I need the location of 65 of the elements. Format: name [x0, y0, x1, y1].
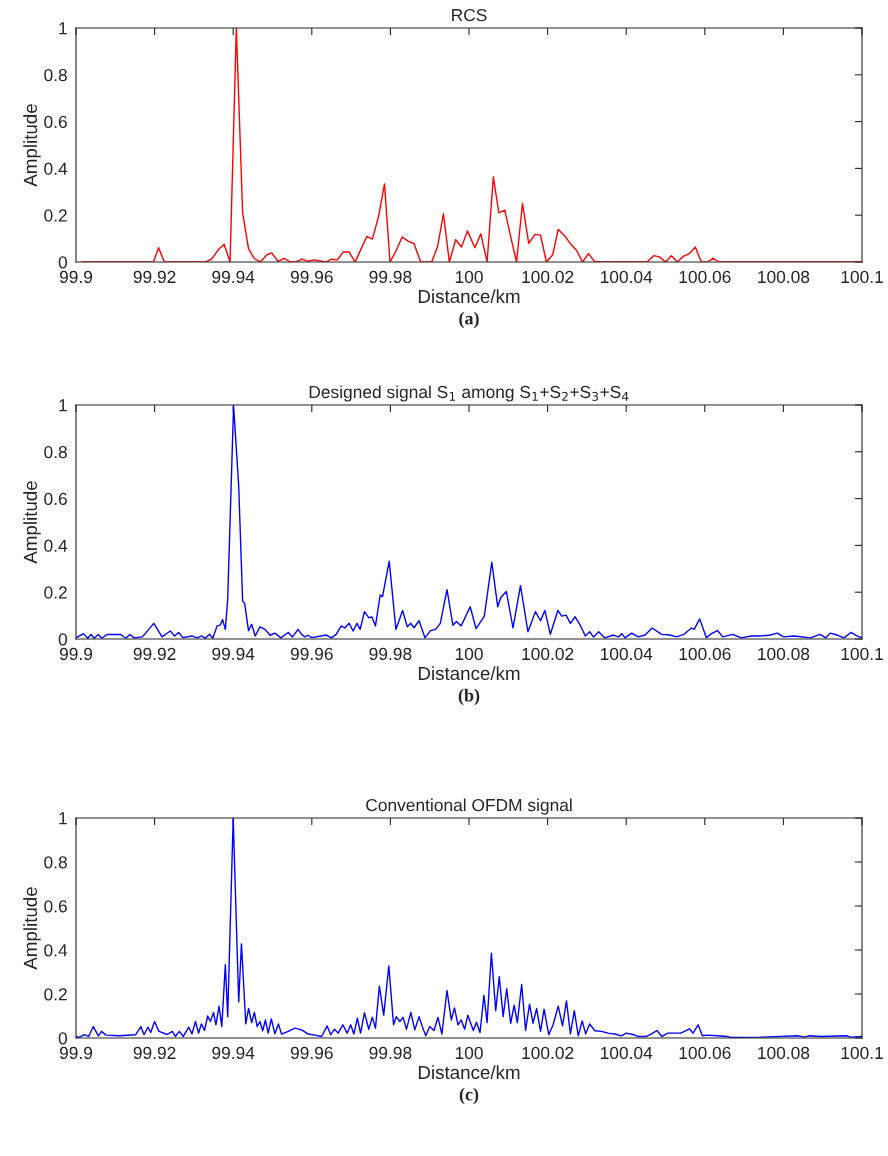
y-tick-label: 0.8 — [44, 856, 67, 869]
x-tick-label: 100.08 — [758, 1046, 810, 1060]
x-tick-label: 100.02 — [522, 1046, 574, 1060]
x-tick-label: 100 — [455, 647, 483, 661]
x-tick-label: 99.96 — [290, 270, 333, 284]
y-tick-label: 0.6 — [44, 900, 67, 913]
y-tick-label: 1 — [59, 812, 67, 825]
x-tick-label: 99.98 — [369, 1046, 412, 1060]
x-tick-label: 99.92 — [133, 270, 176, 284]
x-tick-label: 100.08 — [758, 647, 810, 661]
chart-title: RCS — [452, 8, 487, 22]
x-tick-label: 100.1 — [841, 270, 883, 284]
x-axis-title: Distance/km — [418, 289, 520, 304]
x-tick-label: 100.02 — [522, 647, 574, 661]
x-tick-label: 99.98 — [369, 270, 412, 284]
x-tick-label: 100 — [455, 1046, 483, 1060]
x-axis-title: Distance/km — [418, 666, 520, 681]
x-tick-label: 100.06 — [679, 647, 731, 661]
y-axis-title: Amplitude — [23, 104, 41, 187]
x-tick-label: 100.08 — [758, 270, 810, 284]
line-series — [76, 405, 862, 639]
y-tick-label: 0.4 — [44, 162, 68, 175]
x-tick-label: 100.04 — [600, 647, 653, 661]
y-axis-title: Amplitude — [23, 481, 41, 564]
y-tick-label: 0.4 — [44, 539, 68, 552]
y-axis-title: Amplitude — [23, 887, 41, 970]
x-tick-label: 99.92 — [133, 647, 176, 661]
x-tick-label: 99.94 — [212, 1046, 255, 1060]
x-tick-label: 99.9 — [59, 1046, 93, 1060]
x-tick-label: 100.1 — [841, 1046, 883, 1060]
x-tick-label: 100.04 — [600, 1046, 653, 1060]
x-tick-label: 100.06 — [679, 1046, 731, 1060]
y-tick-label: 0 — [58, 633, 67, 646]
y-tick-label: 1 — [59, 22, 67, 35]
text: (b) — [458, 688, 480, 706]
y-tick-label: 0.2 — [44, 988, 67, 1001]
chart-title: Conventional OFDM signal — [366, 798, 572, 815]
x-tick-label: 100.04 — [600, 270, 653, 284]
x-tick-label: 99.9 — [59, 647, 93, 661]
x-tick-label: 99.96 — [290, 1046, 333, 1060]
y-tick-label: 0.8 — [44, 445, 67, 459]
x-tick-label: 100.1 — [841, 647, 883, 661]
x-tick-label: 99.92 — [133, 1046, 176, 1060]
x-tick-label: 99.94 — [212, 270, 255, 284]
y-tick-label: 1 — [59, 399, 67, 412]
line-series — [76, 818, 862, 1038]
x-tick-label: 99.94 — [212, 647, 255, 661]
y-tick-label: 0.8 — [44, 68, 67, 82]
text: (a) — [459, 311, 479, 329]
x-tick-label: 100 — [455, 270, 483, 284]
text: (c) — [459, 1087, 479, 1105]
y-tick-label: 0 — [58, 1032, 67, 1045]
y-tick-label: 0.2 — [44, 586, 67, 599]
x-tick-label: 99.98 — [369, 647, 412, 661]
x-tick-label: 99.96 — [290, 647, 333, 661]
y-tick-label: 0.2 — [44, 209, 67, 222]
chart-title: Designed signal S$_{1}$ among S$_{1}$+S$_{2}$+S$_{3}$+S$_{4}$ — [309, 385, 629, 402]
y-tick-label: 0.6 — [44, 115, 67, 129]
y-tick-label: 0.4 — [44, 944, 68, 957]
y-tick-label: 0 — [58, 256, 67, 269]
x-tick-label: 100.06 — [679, 270, 731, 284]
x-tick-label: 100.02 — [522, 270, 574, 284]
x-tick-label: 99.9 — [59, 270, 93, 284]
x-axis-title: Distance/km — [418, 1065, 520, 1080]
y-tick-label: 0.6 — [44, 492, 67, 506]
